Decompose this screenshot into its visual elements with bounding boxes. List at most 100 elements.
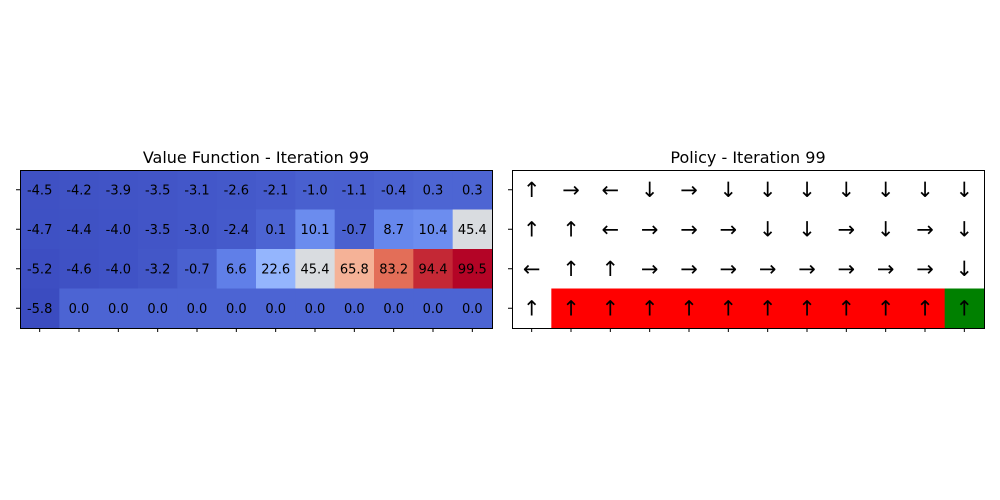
- policy-cell-empty: [512, 209, 552, 250]
- policy-cell-cliff: [787, 288, 828, 329]
- policy-arrow: ↓: [956, 178, 974, 202]
- policy-arrow: →: [641, 217, 659, 241]
- policy-arrow: ↓: [877, 178, 895, 202]
- policy-arrows: ↑ → ← ↓ → ↓ ↓ ↓ ↓ ↓ ↓ ↓ ↑ ↑ ← → → → ↓ ↓ → ↓ → ↓ ← ↑ ↑ → → → → → → → → ↓ ↑ ↑ ↑ ↑…: [523, 178, 973, 321]
- value-cell-label: -4.0: [106, 262, 131, 277]
- value-cell-label: -2.6: [224, 183, 249, 198]
- policy-arrow: ←: [602, 178, 620, 202]
- policy-title: Policy - Iteration 99: [670, 148, 825, 167]
- value-cell: [295, 249, 336, 289]
- policy-cell-empty: [905, 170, 946, 210]
- value-cell-label: 0.0: [108, 302, 129, 317]
- policy-cell-cliff: [669, 288, 710, 329]
- policy-arrow: ↑: [759, 296, 777, 320]
- policy-arrow: →: [838, 217, 856, 241]
- policy-cell-empty: [748, 249, 788, 289]
- policy-cell-empty: [905, 249, 946, 289]
- policy-cell-empty: [512, 170, 552, 210]
- value-cell: [334, 249, 375, 289]
- value-cell-label: -4.4: [66, 223, 91, 238]
- policy-cell-cliff: [630, 288, 670, 329]
- value-cell: [374, 288, 414, 329]
- policy-arrow: ←: [602, 217, 620, 241]
- policy-cell-empty: [630, 209, 670, 250]
- policy-arrow: ↓: [838, 178, 856, 202]
- value-cell: [334, 209, 375, 250]
- value-cell: [295, 209, 336, 250]
- value-cell: [59, 249, 100, 289]
- value-cell-label: 10.4: [419, 223, 448, 238]
- policy-cell-empty: [590, 170, 631, 210]
- value-cell: [452, 249, 493, 289]
- policy-cell-cliff: [905, 288, 946, 329]
- policy-cell-empty: [708, 249, 749, 289]
- policy-arrow: →: [680, 217, 698, 241]
- value-axis-ticks: [16, 189, 473, 332]
- value-cell: [334, 288, 375, 329]
- value-function-panel: Value Function - Iteration 99 -4.5 -4.2 -3…: [16, 148, 493, 332]
- policy-cell-empty: [787, 209, 828, 250]
- value-cell: [98, 288, 139, 329]
- policy-cell-empty: [708, 209, 749, 250]
- policy-axis-ticks: [508, 189, 965, 332]
- value-cell-label: 10.1: [301, 223, 330, 238]
- policy-arrow: ↑: [562, 217, 580, 241]
- value-cell-label: -0.4: [381, 183, 406, 198]
- value-cell: [138, 249, 178, 289]
- value-cell-label: -2.4: [224, 223, 249, 238]
- value-cell: [374, 249, 414, 289]
- policy-cell-empty: [826, 170, 867, 210]
- policy-cell-cliff: [826, 288, 867, 329]
- value-cell-label: -4.5: [27, 183, 52, 198]
- value-cell: [138, 288, 178, 329]
- value-cell-label: 0.0: [187, 302, 208, 317]
- policy-arrow: →: [720, 217, 738, 241]
- policy-arrow: ↓: [641, 178, 659, 202]
- value-cell-label: 8.7: [383, 223, 404, 238]
- policy-arrow: ↑: [602, 296, 620, 320]
- value-cell: [256, 288, 296, 329]
- value-cell-label: -2.1: [263, 183, 288, 198]
- policy-cell-empty: [826, 209, 867, 250]
- value-cell: [413, 209, 454, 250]
- value-cell-label: -5.2: [27, 262, 52, 277]
- value-cell: [452, 288, 493, 329]
- policy-arrow: ↓: [798, 178, 816, 202]
- policy-arrow: ↑: [523, 296, 541, 320]
- policy-cell-empty: [551, 209, 592, 250]
- policy-cell-cliff: [551, 288, 592, 329]
- policy-arrow: ↑: [602, 257, 620, 281]
- value-cell: [177, 249, 218, 289]
- policy-arrow: →: [680, 257, 698, 281]
- value-cell: [138, 170, 178, 210]
- policy-cell-empty: [708, 170, 749, 210]
- policy-arrow: ↓: [877, 217, 895, 241]
- policy-arrow: ↑: [838, 296, 856, 320]
- value-cell: [374, 209, 414, 250]
- policy-cell-empty: [748, 209, 788, 250]
- value-cell-label: 0.0: [462, 302, 483, 317]
- policy-cell-cliff: [748, 288, 788, 329]
- policy-arrow: ↑: [562, 296, 580, 320]
- value-cell-label: 0.0: [344, 302, 365, 317]
- policy-cell-empty: [551, 170, 592, 210]
- policy-cell-empty: [787, 249, 828, 289]
- value-cell-label: 99.5: [458, 262, 487, 277]
- policy-cell-empty: [590, 249, 631, 289]
- value-cell: [216, 209, 257, 250]
- value-cell: [413, 288, 454, 329]
- value-cell: [98, 209, 139, 250]
- value-cell-label: 0.1: [265, 223, 286, 238]
- policy-cell-empty: [866, 170, 906, 210]
- value-cell-label: -0.7: [184, 262, 209, 277]
- value-cell-label: 6.6: [226, 262, 247, 277]
- policy-arrow: ↓: [956, 257, 974, 281]
- policy-cell-cliff: [590, 288, 631, 329]
- policy-cell-empty: [866, 209, 906, 250]
- value-cell-label: -3.5: [145, 223, 170, 238]
- value-cell: [295, 170, 336, 210]
- policy-arrow: ↑: [562, 257, 580, 281]
- policy-arrow: →: [877, 257, 895, 281]
- value-cell-label: -4.6: [66, 262, 91, 277]
